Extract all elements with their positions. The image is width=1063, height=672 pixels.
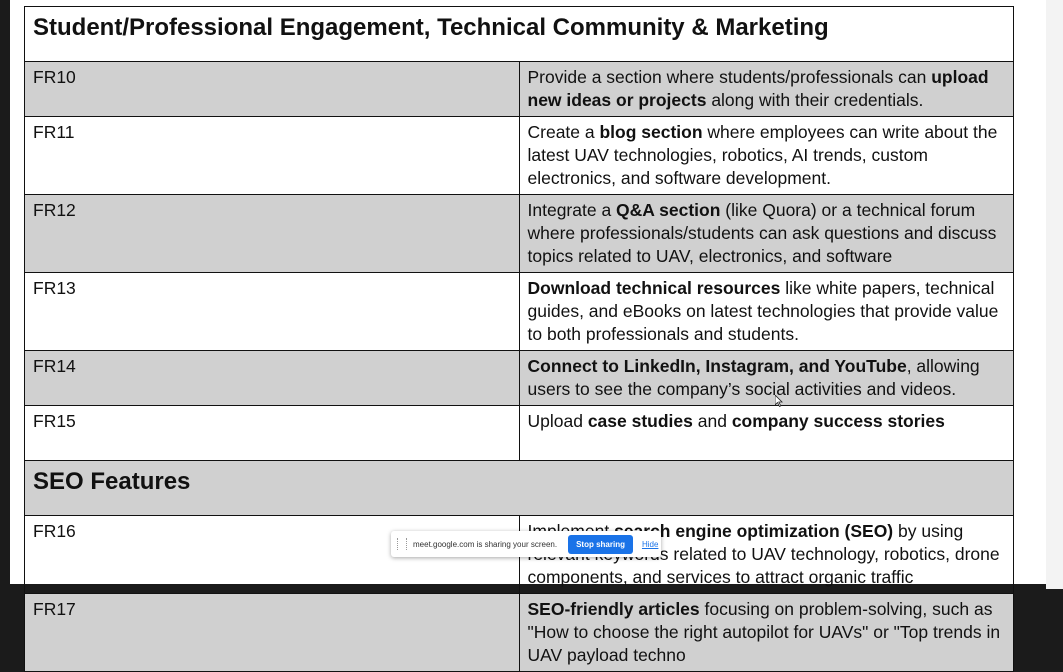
requirement-id: FR10 [24, 61, 520, 117]
requirement-id: FR15 [24, 405, 520, 461]
table-row: FR16 Implement search engine optimizatio… [24, 515, 1014, 594]
requirement-id: FR13 [24, 272, 520, 351]
mouse-cursor-icon [775, 395, 783, 407]
window-edge [1046, 0, 1063, 589]
section-row-engagement: Student/Professional Engagement, Technic… [24, 6, 1014, 62]
stop-sharing-button[interactable]: Stop sharing [568, 534, 633, 554]
requirement-id: FR14 [24, 350, 520, 406]
requirement-text: Create a blog section where employees ca… [518, 116, 1014, 195]
requirement-id: FR17 [24, 593, 520, 672]
section-heading: SEO Features [24, 460, 1014, 516]
table-row: FR15 Upload case studies and company suc… [24, 405, 1014, 461]
table-row: FR11 Create a blog section where employe… [24, 116, 1014, 195]
requirements-table: Student/Professional Engagement, Technic… [24, 6, 1014, 672]
requirement-text: SEO-friendly articles focusing on proble… [518, 593, 1014, 672]
table-row: FR10 Provide a section where students/pr… [24, 61, 1014, 117]
table-row: FR12 Integrate a Q&A section (like Quora… [24, 194, 1014, 273]
requirement-id: FR11 [24, 116, 520, 195]
hide-link[interactable]: Hide [641, 539, 659, 549]
table-row: FR13 Download technical resources like w… [24, 272, 1014, 351]
requirement-text: Connect to LinkedIn, Instagram, and YouT… [518, 350, 1014, 406]
section-row-seo: SEO Features [24, 460, 1014, 516]
table-row: FR14 Connect to LinkedIn, Instagram, and… [24, 350, 1014, 406]
table-row: FR17 SEO-friendly articles focusing on p… [24, 593, 1014, 672]
requirement-text: Download technical resources like white … [518, 272, 1014, 351]
requirement-id: FR12 [24, 194, 520, 273]
share-message: meet.google.com is sharing your screen. [413, 539, 558, 549]
section-heading: Student/Professional Engagement, Technic… [24, 6, 1014, 62]
requirement-text: Integrate a Q&A section (like Quora) or … [518, 194, 1014, 273]
drag-handle[interactable] [397, 538, 407, 550]
requirement-text: Upload case studies and company success … [518, 405, 1014, 461]
screen-share-bar: meet.google.com is sharing your screen. … [391, 531, 661, 557]
requirement-text: Provide a section where students/profess… [518, 61, 1014, 117]
